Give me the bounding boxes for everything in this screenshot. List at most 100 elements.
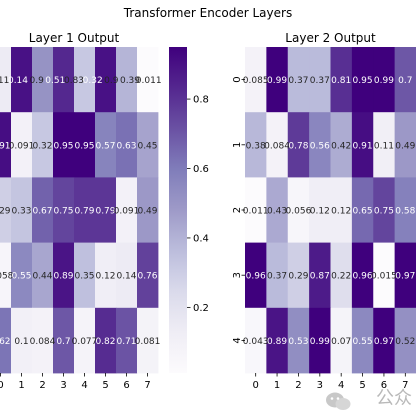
cell-label: 0.058 bbox=[0, 272, 14, 282]
cell-label: 0.67 bbox=[32, 207, 52, 217]
heatmap-cell bbox=[309, 307, 331, 374]
heatmap-cell bbox=[95, 112, 117, 178]
heatmap-cell bbox=[394, 47, 416, 113]
heatmap-cell bbox=[74, 177, 96, 243]
cell-label: 0.14 bbox=[8, 76, 28, 86]
heatmap-cell bbox=[32, 242, 54, 309]
x-tick-label: 0 bbox=[0, 380, 4, 391]
cell-label: 0.81 bbox=[331, 76, 351, 86]
heatmap-cell bbox=[95, 177, 117, 243]
heatmap-cell bbox=[266, 242, 289, 309]
heatmap-cell bbox=[116, 47, 138, 113]
colorbar-gradient bbox=[169, 47, 187, 373]
cell-label: 0.11 bbox=[374, 141, 394, 151]
cell-label: 0.79 bbox=[95, 207, 115, 217]
cell-label: 0.49 bbox=[137, 207, 157, 217]
cell-label: 0.78 bbox=[288, 141, 308, 151]
cell-label: 0.96 bbox=[246, 272, 266, 282]
x-tick-label: 1 bbox=[274, 380, 280, 391]
cell-label: 0.32 bbox=[32, 141, 52, 151]
heatmap-cell bbox=[266, 47, 289, 113]
heatmap-cell bbox=[137, 242, 159, 309]
heatmap-cell bbox=[351, 177, 374, 243]
heatmap-cell bbox=[0, 307, 12, 374]
cell-label: 0.043 bbox=[243, 337, 269, 347]
heatmap-cell bbox=[309, 112, 331, 178]
heatmap-cell bbox=[373, 47, 396, 113]
heatmap-cell bbox=[394, 307, 416, 374]
x-tick-label: 1 bbox=[18, 380, 24, 391]
cell-label: 0.9 bbox=[104, 76, 119, 86]
heatmap-cell bbox=[287, 307, 310, 374]
heatmap-cell bbox=[373, 177, 396, 243]
heatmap-cell bbox=[32, 307, 54, 374]
x-tick-label: 5 bbox=[102, 380, 108, 391]
cell-label: 0.58 bbox=[395, 207, 415, 217]
heatmap-cell bbox=[74, 47, 96, 113]
heatmap-cell bbox=[137, 307, 159, 374]
cell-label: 0.55 bbox=[11, 272, 31, 282]
heatmap-cell bbox=[330, 47, 353, 113]
cell-label: 0.71 bbox=[116, 337, 136, 347]
heatmap-cell bbox=[351, 307, 374, 374]
cell-label: 0.91 bbox=[353, 141, 373, 151]
heatmap-cell bbox=[351, 47, 374, 113]
x-tick-label: 4 bbox=[81, 380, 87, 391]
heatmap-cell bbox=[137, 177, 159, 243]
y-tick-label: 4 bbox=[232, 337, 243, 343]
heatmap-cell bbox=[95, 307, 117, 374]
cell-label: 0.37 bbox=[310, 76, 330, 86]
cell-label: 0.63 bbox=[116, 141, 136, 151]
x-tick-label: 5 bbox=[359, 380, 365, 391]
cell-label: 0.79 bbox=[74, 207, 94, 217]
cell-label: 0.44 bbox=[32, 272, 52, 282]
heatmap-cell bbox=[373, 112, 396, 178]
cell-label: 0.76 bbox=[137, 272, 157, 282]
heatmap-cell bbox=[11, 307, 33, 374]
cell-label: 0.55 bbox=[353, 337, 373, 347]
heatmap-cell bbox=[32, 47, 54, 113]
chart-title: Layer 1 Output bbox=[29, 31, 120, 45]
cell-label: 0.89 bbox=[267, 337, 287, 347]
cell-label: 0.12 bbox=[310, 207, 330, 217]
cell-label: 0.011 bbox=[136, 76, 162, 86]
cell-label: 0.65 bbox=[353, 207, 373, 217]
cell-label: 0.29 bbox=[0, 207, 11, 217]
x-tick-label: 3 bbox=[317, 380, 323, 391]
cell-label: 0.12 bbox=[331, 207, 351, 217]
cell-label: 0.37 bbox=[267, 272, 287, 282]
heatmap-cell bbox=[74, 307, 96, 374]
heatmap-cell bbox=[309, 177, 331, 243]
cell-label: 0.97 bbox=[395, 272, 415, 282]
chart-title: Layer 2 Output bbox=[285, 31, 376, 45]
heatmap-cell bbox=[53, 307, 75, 374]
cell-label: 0.96 bbox=[353, 272, 373, 282]
colorbar: 0.2 0.4 0.6 0.8 bbox=[169, 47, 209, 373]
cell-label: 0.085 bbox=[243, 76, 269, 86]
cell-label: 0.99 bbox=[374, 76, 394, 86]
heatmap-cell bbox=[11, 177, 33, 243]
heatmap-cell bbox=[309, 47, 331, 113]
heatmap-cell bbox=[287, 177, 310, 243]
heatmap-cell bbox=[0, 242, 12, 309]
cell-label: 0.87 bbox=[310, 272, 330, 282]
x-tick-label: 3 bbox=[60, 380, 66, 391]
cell-label: 0.42 bbox=[331, 141, 351, 151]
heatmap-cell bbox=[74, 242, 96, 309]
heatmap-cell bbox=[245, 112, 267, 178]
x-tick-label: 2 bbox=[39, 380, 45, 391]
heatmap-cell bbox=[116, 177, 138, 243]
heatmap-cell bbox=[0, 112, 12, 178]
heatmap-cell bbox=[351, 242, 374, 309]
heatmap-cell bbox=[0, 177, 12, 243]
cell-label: 0.52 bbox=[395, 337, 415, 347]
heatmap-cell bbox=[245, 47, 267, 113]
heatmap-cell bbox=[373, 242, 396, 309]
cell-label: 0.51 bbox=[45, 76, 65, 86]
y-tick-label: 2 bbox=[232, 207, 243, 213]
heatmap-cell bbox=[32, 112, 54, 178]
heatmap-cell bbox=[245, 307, 267, 374]
cell-label: 0.35 bbox=[74, 272, 94, 282]
heatmap-layer-1: Layer 1 Output0.110.140.90.510.830.320.9… bbox=[0, 31, 162, 391]
